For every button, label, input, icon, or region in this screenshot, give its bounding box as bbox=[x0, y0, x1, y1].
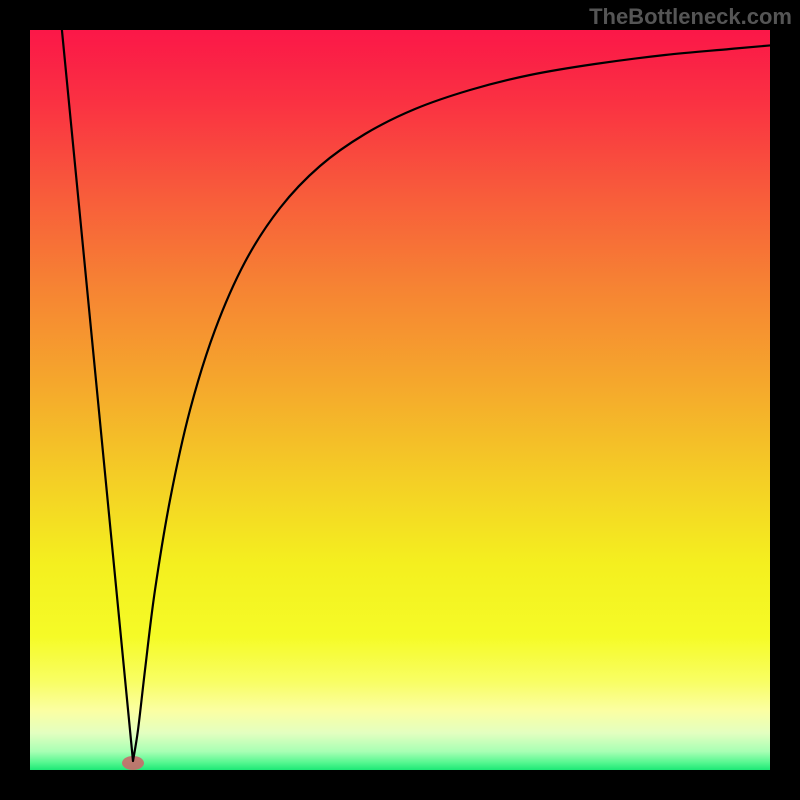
watermark-text: TheBottleneck.com bbox=[589, 4, 792, 30]
gradient-background bbox=[30, 30, 770, 770]
plot-svg bbox=[30, 30, 770, 770]
plot-area bbox=[30, 30, 770, 770]
chart-container: TheBottleneck.com bbox=[0, 0, 800, 800]
